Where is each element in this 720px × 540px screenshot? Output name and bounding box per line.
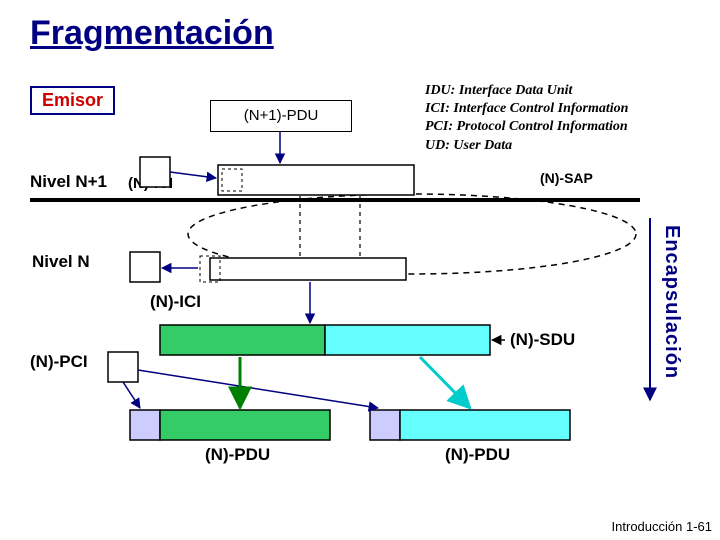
diagram-svg xyxy=(0,0,720,540)
